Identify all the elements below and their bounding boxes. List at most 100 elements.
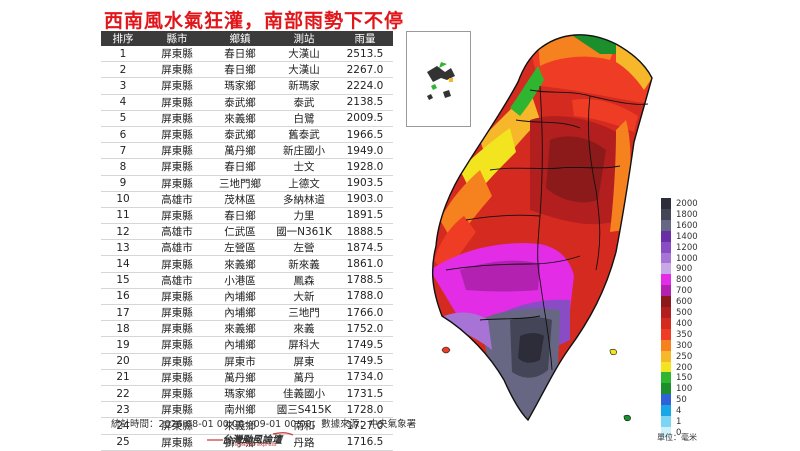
cell-rank: 9 <box>101 175 145 192</box>
cell-rank: 4 <box>101 94 145 111</box>
logo-swoosh-icon <box>207 432 294 441</box>
cell-township: 三地門鄉 <box>209 175 271 192</box>
cell-rainfall: 2267.0 <box>337 61 393 79</box>
cell-station: 力里 <box>271 207 337 225</box>
legend-swatch <box>661 405 671 417</box>
cell-county: 屏東縣 <box>145 77 209 95</box>
legend-label: 700 <box>676 286 693 297</box>
cell-township: 瑪家鄉 <box>209 385 271 403</box>
legend-label: 1200 <box>676 242 698 253</box>
cell-county: 屏東縣 <box>145 207 209 225</box>
legend-swatch <box>661 274 671 286</box>
rainfall-color-legend: 2000 1800 1600 1400 1200 1000 900 800 700 600 500 4… <box>661 198 711 439</box>
table-row: 24 屏東縣 來義鄉 南和 1727.0 <box>101 417 393 435</box>
island-shape <box>609 348 617 356</box>
cell-county: 高雄市 <box>145 272 209 289</box>
legend-label: 1000 <box>676 253 698 264</box>
cell-township: 內埔鄉 <box>209 288 271 306</box>
legend-swatch <box>661 394 671 406</box>
table-row: 3 屏東縣 瑪家鄉 新瑪家 2224.0 <box>101 77 393 95</box>
cell-township: 南州鄉 <box>209 401 271 419</box>
cell-rainfall: 1727.0 <box>337 417 393 435</box>
cell-township: 內埔鄉 <box>209 336 271 354</box>
cell-township: 春日鄉 <box>209 158 271 176</box>
legend-swatch <box>661 372 671 384</box>
table-row: 12 高雄市 仁武區 國一N361K 1888.5 <box>101 223 393 241</box>
cell-rank: 17 <box>101 304 145 322</box>
cell-rainfall: 2138.5 <box>337 94 393 111</box>
cell-rainfall: 1874.5 <box>337 239 393 257</box>
table-row: 15 高雄市 小港區 鳳森 1788.5 <box>101 272 393 289</box>
cell-township: 仁武區 <box>209 223 271 241</box>
legend-swatch <box>661 339 671 351</box>
cell-rainfall: 1728.0 <box>337 401 393 419</box>
cell-township: 屏東市 <box>209 353 271 370</box>
header-station: 測站 <box>271 31 337 46</box>
cell-county: 屏東縣 <box>145 353 209 370</box>
legend-label: 2000 <box>676 199 698 209</box>
legend-swatch <box>661 317 671 330</box>
logo-subtext: weather express <box>235 442 277 448</box>
cell-rank: 25 <box>101 434 145 451</box>
cell-station: 多納林道 <box>271 191 337 208</box>
cell-rainfall: 1749.5 <box>337 336 393 354</box>
table-row: 10 高雄市 茂林區 多納林道 1903.0 <box>101 191 393 208</box>
kinmen-matsu-inset-map <box>406 31 471 127</box>
table-row: 25 屏東縣 獅子鄉 丹路 1716.5 <box>101 434 393 451</box>
legend-label: 1400 <box>676 231 698 242</box>
cell-county: 屏東縣 <box>145 417 209 435</box>
cell-rank: 23 <box>101 401 145 419</box>
legend-swatch <box>661 230 671 242</box>
cell-township: 來義鄉 <box>209 110 271 127</box>
legend-swatch <box>661 198 671 210</box>
legend-label: 800 <box>676 275 693 286</box>
cell-station: 新庄國小 <box>271 142 337 160</box>
legend-label: 1 <box>676 417 682 427</box>
legend-swatch <box>661 296 671 308</box>
legend-label: 50 <box>676 395 687 406</box>
legend-swatch <box>661 285 671 297</box>
cell-rainfall: 1903.5 <box>337 175 393 192</box>
cell-rainfall: 1949.0 <box>337 142 393 160</box>
legend-label: 400 <box>676 318 693 329</box>
cell-rank: 20 <box>101 353 145 370</box>
cell-station: 屏科大 <box>271 336 337 354</box>
table-row: 18 屏東縣 來義鄉 來義 1752.0 <box>101 320 393 338</box>
cell-county: 屏東縣 <box>145 336 209 354</box>
cell-station: 南和 <box>271 417 337 435</box>
island-shape <box>623 414 631 422</box>
table-row: 9 屏東縣 三地門鄉 上德文 1903.5 <box>101 175 393 192</box>
cell-rank: 12 <box>101 223 145 241</box>
legend-label: 4 <box>676 406 682 417</box>
cell-township: 萬丹鄉 <box>209 369 271 386</box>
cell-rank: 1 <box>101 46 145 63</box>
cell-rank: 10 <box>101 191 145 208</box>
legend-label: 200 <box>676 362 693 373</box>
cell-station: 佳義國小 <box>271 385 337 403</box>
legend-label: 500 <box>676 308 693 318</box>
cell-rank: 16 <box>101 288 145 306</box>
cell-station: 來義 <box>271 320 337 338</box>
cell-rank: 8 <box>101 158 145 176</box>
legend-swatch <box>661 350 671 362</box>
table-header-row: 排序 縣市 鄉鎮 測站 雨量 <box>101 31 393 46</box>
legend-label: 0 <box>676 427 682 438</box>
cell-county: 高雄市 <box>145 239 209 257</box>
table-row: 16 屏東縣 內埔鄉 大新 1788.0 <box>101 288 393 306</box>
cell-rank: 6 <box>101 126 145 144</box>
cell-rank: 5 <box>101 110 145 127</box>
cell-rainfall: 2513.5 <box>337 46 393 63</box>
cell-station: 國一N361K <box>271 223 337 241</box>
cell-rank: 15 <box>101 272 145 289</box>
cell-county: 屏東縣 <box>145 434 209 451</box>
legend-label: 150 <box>676 373 693 384</box>
legend-label: 250 <box>676 351 693 362</box>
legend-label: 100 <box>676 384 693 395</box>
cell-station: 士文 <box>271 158 337 176</box>
cell-township: 內埔鄉 <box>209 304 271 322</box>
cell-rainfall: 1861.0 <box>337 255 393 273</box>
table-row: 17 屏東縣 內埔鄉 三地門 1766.0 <box>101 304 393 322</box>
cell-rainfall: 1928.0 <box>337 158 393 176</box>
cell-county: 屏東縣 <box>145 385 209 403</box>
cell-township: 小港區 <box>209 272 271 289</box>
